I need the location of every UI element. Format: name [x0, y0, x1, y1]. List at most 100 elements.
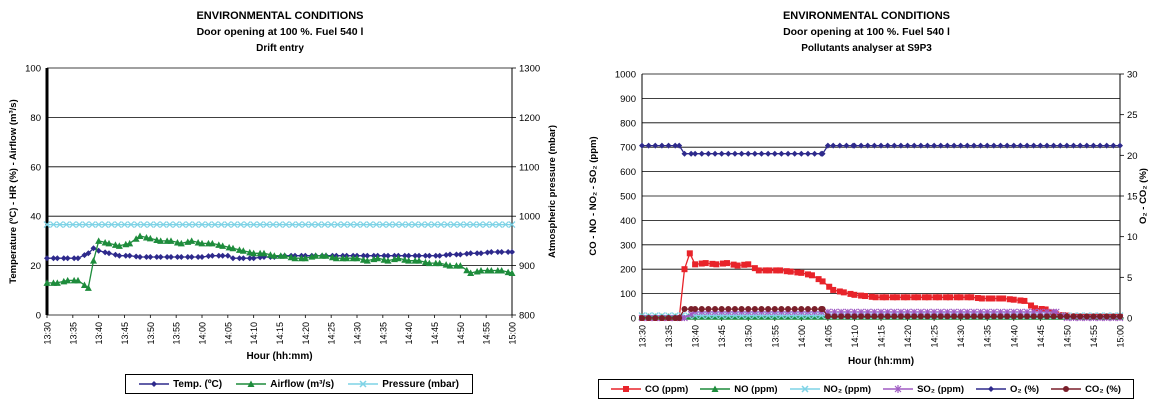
data-point-temp-c-26 [178, 253, 185, 260]
data-point-co-ppm-35 [826, 283, 833, 290]
data-point-temp-c-77 [443, 251, 450, 258]
data-point-pressure-mbar-19 [166, 221, 174, 229]
data-point-co-74 [1117, 313, 1123, 320]
data-point-pressure-mbar-43 [321, 221, 329, 229]
y-tick-label-1000: 1000 [615, 70, 636, 81]
data-point-pressure-mbar-62 [443, 221, 451, 229]
data-point-co-ppm-56 [936, 294, 943, 301]
data-point-co-ppm-32 [808, 272, 815, 279]
data-point-pressure-mbar-30 [237, 221, 245, 229]
data-point-temp-c-24 [168, 253, 174, 260]
x-tick-label-13:45: 13:45 [717, 325, 727, 348]
data-point-pressure-mbar-47 [347, 221, 354, 229]
data-point-o-54 [977, 142, 984, 149]
x-tick-label-14:40: 14:40 [404, 322, 414, 345]
data-point-airflow-m-s-24 [167, 237, 175, 244]
data-point-co-ppm-46 [883, 294, 890, 301]
data-point-co-69 [1083, 313, 1090, 320]
data-point-co-ppm-54 [925, 294, 932, 301]
data-point-co-32 [838, 313, 845, 320]
data-point-pressure-mbar-0 [43, 221, 51, 229]
series-line-o [642, 144, 1120, 155]
data-point-co-ppm-38 [840, 289, 847, 296]
legend-swatch-airflow [236, 380, 267, 387]
data-point-temp-c-83 [474, 250, 481, 257]
data-point-co-ppm-21 [751, 265, 758, 272]
data-point-temp-c-16 [126, 252, 133, 259]
legend-swatch-co [611, 386, 641, 392]
data-point-temp-c-74 [426, 252, 433, 259]
data-point-airflow-m-s-36 [229, 244, 237, 252]
data-point-co-63 [1043, 313, 1050, 320]
data-point-co-ppm-62 [968, 294, 975, 301]
data-point-co-59 [1017, 313, 1024, 320]
data-point-pressure-mbar-25 [205, 221, 212, 229]
data-point-temp-c-84 [478, 250, 484, 257]
data-point-o-33 [843, 142, 850, 149]
data-point-pressure-mbar-65 [463, 221, 471, 229]
data-point-temp-c-29 [195, 253, 202, 260]
data-point-co-50 [957, 313, 964, 320]
data-point-temp-c-79 [453, 251, 460, 258]
x-tick-label-14:50: 14:50 [456, 322, 466, 345]
data-point-co-ppm-48 [893, 294, 900, 301]
data-point-temp-c-71 [412, 252, 419, 259]
data-point-o-3 [658, 142, 665, 149]
data-point-co-ppm-40 [851, 291, 858, 298]
data-point-co-22 [778, 306, 785, 313]
data-point-pressure-mbar-71 [502, 221, 509, 229]
data-point-o-40 [884, 142, 891, 149]
data-point-o-58 [1004, 142, 1011, 149]
data-point-co-39 [884, 313, 891, 320]
legend-label-co: CO (ppm) [645, 383, 689, 395]
series-airflow-m-s [43, 232, 516, 291]
data-point-pressure-mbar-32 [250, 221, 258, 229]
data-point-pressure-mbar-11 [114, 221, 122, 229]
data-point-o-16 [738, 150, 745, 157]
data-point-co-41 [897, 313, 904, 320]
x-tick-label-13:50: 13:50 [146, 322, 156, 345]
y-right-tick-label-10: 10 [1127, 232, 1138, 243]
data-point-co-ppm-68 [1000, 295, 1007, 302]
data-point-airflow-m-s-7 [80, 281, 88, 289]
data-point-co-ppm-64 [978, 295, 985, 302]
data-point-co-ppm-73 [1028, 302, 1035, 309]
data-point-o-37 [864, 142, 871, 149]
x-tick-label-13:30: 13:30 [43, 322, 53, 345]
x-tick-label-14:25: 14:25 [930, 325, 940, 348]
data-point-o-18 [751, 150, 758, 157]
data-point-co-12 [712, 306, 719, 313]
data-point-temp-c-80 [457, 251, 464, 258]
data-point-airflow-m-s-86 [487, 267, 495, 274]
data-point-airflow-m-s-50 [301, 254, 309, 262]
data-point-airflow-m-s-48 [291, 254, 299, 262]
data-point-temp-c-61 [360, 252, 367, 259]
data-point-co-ppm-10 [692, 261, 699, 268]
x-tick-label-14:40: 14:40 [1009, 325, 1019, 348]
data-point-co-48 [944, 313, 951, 320]
data-point-co-ppm-39 [847, 290, 854, 297]
data-point-o-52 [964, 142, 971, 149]
legend-swatch-temp [139, 381, 170, 387]
data-point-co-ppm-33 [815, 276, 822, 283]
data-point-o-56 [990, 142, 997, 149]
data-point-temp-c-13 [112, 251, 119, 258]
legend-item-so2: SO₂ (ppm) [883, 384, 964, 395]
data-point-temp-c-21 [153, 253, 160, 260]
data-point-co-ppm-34 [819, 278, 826, 285]
data-point-co-ppm-43 [868, 293, 875, 300]
data-point-pressure-mbar-7 [88, 221, 96, 229]
data-point-o-5 [672, 142, 679, 149]
data-point-o-55 [984, 142, 991, 149]
data-point-co-43 [911, 313, 918, 320]
data-point-airflow-m-s-32 [208, 239, 216, 247]
data-point-pressure-mbar-22 [185, 221, 193, 229]
data-point-co-ppm-45 [879, 294, 886, 301]
data-point-pressure-mbar-21 [179, 221, 187, 229]
data-point-pressure-mbar-66 [469, 221, 477, 229]
data-point-co-ppm-18 [734, 262, 741, 269]
data-point-o-11 [705, 150, 712, 157]
data-point-pressure-mbar-67 [476, 221, 484, 229]
data-point-o-17 [745, 150, 752, 157]
legend-item-pressure: Pressure (mbar) [348, 379, 459, 390]
